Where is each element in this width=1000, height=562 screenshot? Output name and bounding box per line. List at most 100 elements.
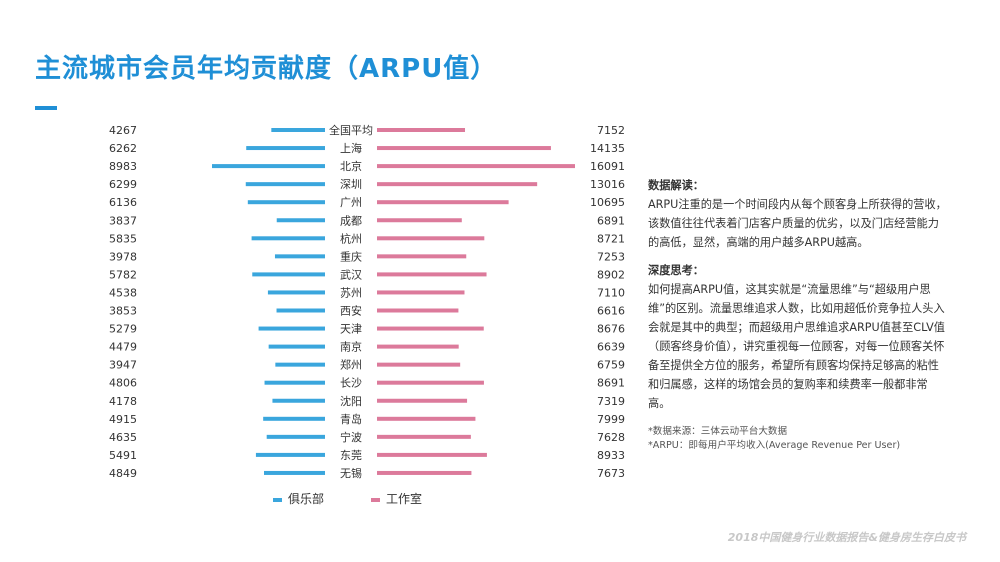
- city-label: 宁波: [340, 430, 362, 444]
- club-value-label: 3947: [109, 359, 137, 372]
- club-bar: [255, 452, 325, 457]
- city-label: 广州: [340, 196, 362, 209]
- legend-studio: 工作室: [371, 490, 422, 507]
- studio-value-label: 7999: [597, 413, 625, 426]
- club-bar: [264, 470, 325, 475]
- club-value-label: 4635: [109, 431, 137, 444]
- studio-bar: [377, 362, 461, 367]
- city-label: 苏州: [340, 286, 362, 299]
- studio-bar: [377, 434, 471, 439]
- notes-paragraph-interpretation: ARPU注重的是一个时间段内从每个顾客身上所获得的营收，该数值往往代表着门店客户…: [648, 198, 947, 249]
- club-value-label: 3837: [109, 214, 137, 227]
- notes-paragraph-thinking: 如何提高ARPU值，这其实就是“流量思维”与“超级用户思维”的区别。流量思维追求…: [648, 283, 945, 410]
- club-bar: [276, 218, 325, 223]
- studio-bar: [377, 236, 485, 241]
- city-label: 全国平均: [329, 123, 373, 137]
- city-label: 长沙: [340, 377, 362, 390]
- studio-bar: [377, 290, 465, 295]
- club-bar: [258, 326, 325, 331]
- city-label: 郑州: [340, 358, 362, 372]
- studio-value-label: 7253: [597, 250, 625, 263]
- studio-value-label: 16091: [590, 160, 625, 173]
- studio-bar: [377, 272, 487, 277]
- legend-club: 俱乐部: [273, 490, 324, 507]
- studio-bar: [377, 452, 487, 457]
- club-value-label: 6262: [109, 142, 137, 155]
- city-label: 武汉: [340, 268, 362, 281]
- studio-value-label: 7673: [597, 467, 625, 480]
- club-value-label: 4178: [109, 395, 137, 408]
- studio-bar: [377, 416, 476, 421]
- club-bar: [245, 182, 325, 187]
- club-value-label: 5782: [109, 268, 137, 281]
- studio-bar: [377, 218, 462, 223]
- city-label: 杭州: [340, 231, 362, 245]
- city-label: 成都: [340, 214, 362, 227]
- club-value-label: 5491: [109, 449, 137, 462]
- notes-heading-thinking: 深度思考：: [648, 264, 704, 277]
- city-label: 重庆: [340, 249, 362, 263]
- notes-source: *数据来源：三体云动平台大数据: [648, 426, 788, 437]
- legend-club-swatch: [273, 497, 282, 502]
- legend-studio-label: 工作室: [386, 492, 423, 506]
- notes-panel: 数据解读： ARPU注重的是一个时间段内从每个顾客身上所获得的营收，该数值往往代…: [648, 176, 948, 453]
- studio-value-label: 10695: [590, 196, 625, 209]
- studio-bar: [377, 344, 459, 349]
- club-bar: [266, 434, 325, 439]
- club-bar: [251, 236, 325, 241]
- studio-value-label: 7152: [597, 124, 625, 137]
- studio-value-label: 7628: [597, 431, 625, 444]
- club-bar: [275, 362, 325, 367]
- club-bar: [276, 308, 325, 313]
- studio-value-label: 6759: [597, 359, 625, 372]
- studio-value-label: 13016: [590, 178, 625, 191]
- club-bar: [267, 290, 325, 295]
- club-bar: [247, 200, 325, 205]
- studio-bar: [377, 146, 551, 151]
- club-bar: [212, 164, 325, 169]
- city-label: 南京: [340, 340, 362, 354]
- studio-bar: [377, 200, 509, 205]
- club-bar: [272, 398, 325, 403]
- studio-bar: [377, 398, 468, 403]
- city-label: 东莞: [340, 449, 362, 462]
- studio-bar: [377, 308, 459, 313]
- city-label: 深圳: [340, 178, 362, 191]
- studio-value-label: 8933: [597, 449, 625, 462]
- club-bar: [264, 380, 325, 385]
- club-bar: [252, 272, 325, 277]
- city-label: 青岛: [340, 412, 362, 426]
- club-value-label: 6136: [109, 196, 137, 209]
- club-bar: [271, 128, 325, 132]
- studio-value-label: 6616: [597, 305, 625, 318]
- studio-bar: [377, 470, 472, 475]
- city-label: 无锡: [340, 466, 362, 480]
- studio-bar: [377, 128, 466, 132]
- studio-value-label: 8691: [597, 377, 625, 390]
- club-value-label: 4479: [109, 341, 137, 354]
- city-label: 沈阳: [340, 394, 362, 408]
- city-label: 西安: [340, 304, 362, 318]
- club-value-label: 5279: [109, 323, 137, 336]
- studio-bar: [377, 380, 484, 385]
- studio-value-label: 14135: [590, 142, 625, 155]
- studio-value-label: 6891: [597, 214, 625, 227]
- club-bar: [268, 344, 325, 349]
- club-value-label: 8983: [109, 160, 137, 173]
- studio-value-label: 6639: [597, 341, 625, 354]
- notes-arpu-definition: *ARPU：即每用户平均收入(Average Revenue Per User): [648, 440, 901, 451]
- legend-club-label: 俱乐部: [288, 492, 325, 506]
- studio-bar: [377, 254, 467, 259]
- studio-bar: [377, 326, 484, 331]
- club-value-label: 6299: [109, 178, 137, 191]
- club-value-label: 5835: [109, 232, 137, 245]
- club-value-label: 3978: [109, 250, 137, 263]
- page-title: 主流城市会员年均贡献度（ARPU值）: [35, 54, 498, 84]
- studio-value-label: 7319: [597, 395, 625, 408]
- city-label: 北京: [340, 159, 362, 173]
- club-value-label: 3853: [109, 305, 137, 318]
- studio-value-label: 7110: [597, 286, 625, 299]
- studio-value-label: 8902: [597, 268, 625, 281]
- title-underline: [35, 106, 57, 110]
